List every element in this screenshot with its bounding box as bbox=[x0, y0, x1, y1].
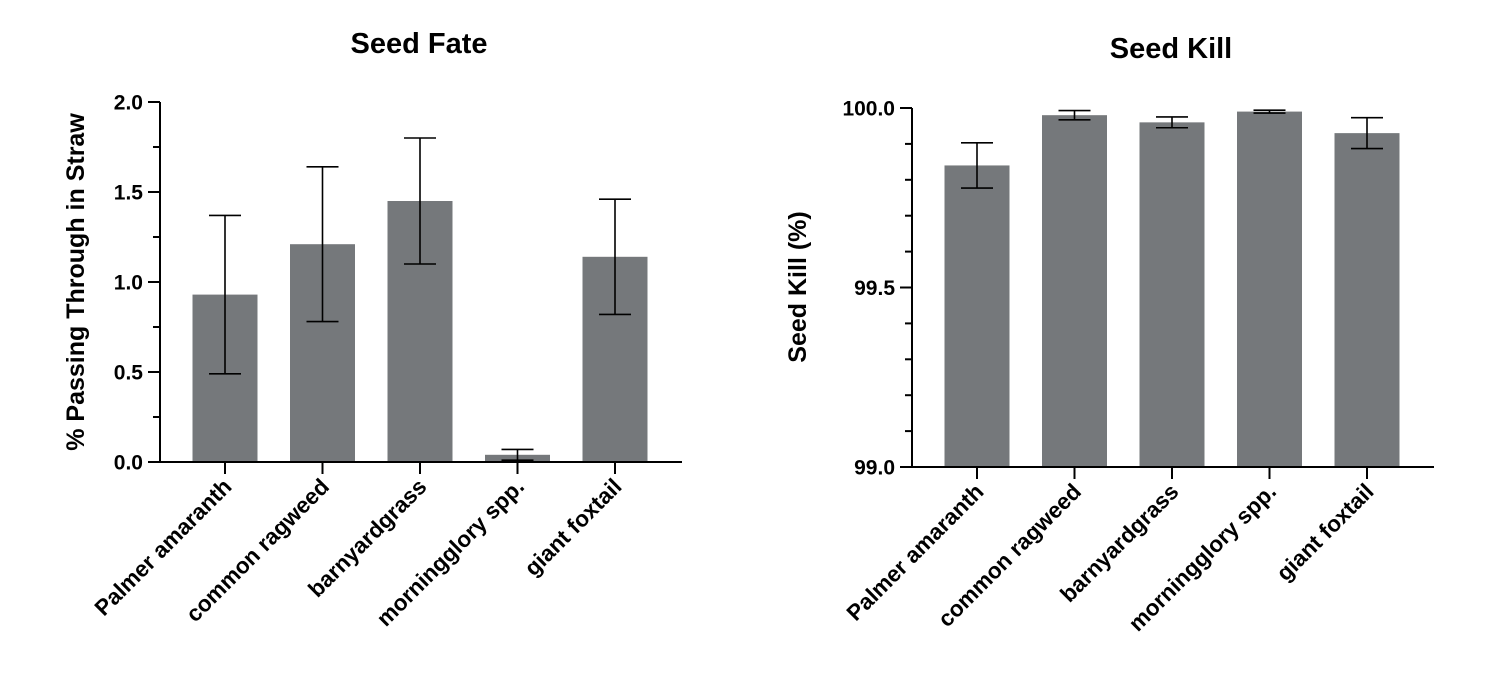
y-tick-label: 99.0 bbox=[854, 457, 895, 480]
y-tick-label: 1.5 bbox=[114, 182, 144, 205]
y-tick-label: 1.0 bbox=[114, 272, 143, 295]
y-tick-label: 99.5 bbox=[854, 277, 895, 300]
bar bbox=[1139, 122, 1205, 468]
x-tick-label: giant foxtail bbox=[1272, 479, 1379, 586]
y-axis-label: Seed Kill (%) bbox=[784, 211, 812, 362]
y-tick-label: 0.5 bbox=[114, 362, 144, 385]
y-tick-label: 2.0 bbox=[114, 92, 143, 115]
x-tick-label: giant foxtail bbox=[520, 474, 627, 581]
bar bbox=[1334, 133, 1400, 467]
bar bbox=[944, 165, 1010, 467]
seed-kill-chart: Seed Kill Seed Kill (%) 99.099.5100.0Pal… bbox=[784, 33, 1434, 636]
chart-title: Seed Kill bbox=[1110, 33, 1233, 65]
y-tick-label: 0.0 bbox=[114, 452, 143, 475]
y-axis-label: % Passing Through in Straw bbox=[62, 113, 90, 451]
bar bbox=[1237, 111, 1302, 467]
y-tick-label: 100.0 bbox=[842, 98, 895, 121]
chart-title: Seed Fate bbox=[351, 28, 488, 60]
seed-fate-chart: Seed Fate % Passing Through in Straw 0.0… bbox=[62, 28, 682, 631]
bar bbox=[1042, 115, 1107, 468]
